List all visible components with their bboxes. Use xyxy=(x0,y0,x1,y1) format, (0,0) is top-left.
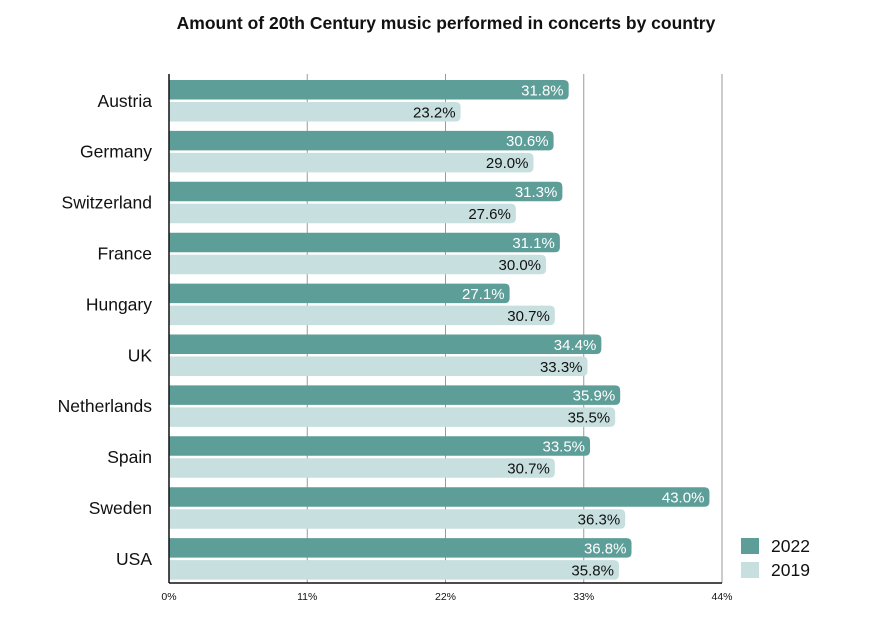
category-label: Switzerland xyxy=(62,193,152,213)
data-label: 27.1% xyxy=(462,286,505,303)
data-label: 27.6% xyxy=(468,206,511,223)
category-label: Austria xyxy=(98,91,153,111)
data-label: 36.3% xyxy=(578,511,621,528)
data-label: 30.6% xyxy=(506,133,549,150)
data-label: 30.7% xyxy=(507,308,550,325)
bar-2022 xyxy=(169,334,602,354)
x-tick-label: 33% xyxy=(573,591,594,603)
legend-swatch-2022 xyxy=(741,538,759,554)
bars: 31.8% 23.2% 30.6% 29.0% 31.3%27.6%31.1% 30.0%… xyxy=(169,80,710,580)
bar-2019 xyxy=(169,152,534,173)
bar-2019 xyxy=(169,102,461,122)
chart-title-text: Amount of 20th Century music performed i… xyxy=(176,13,716,33)
bar-2019 xyxy=(169,509,626,529)
bar-2019 xyxy=(169,254,547,275)
bar-2022 xyxy=(169,130,554,151)
bar-2022 xyxy=(169,80,569,100)
bar-2022 xyxy=(169,232,560,253)
data-label: 30.0% xyxy=(498,257,541,274)
legend-swatch-2019 xyxy=(741,562,759,578)
bar-2022 xyxy=(169,283,510,304)
bar-2019 xyxy=(169,203,516,224)
data-label: 29.0% xyxy=(486,155,529,172)
bar-2019 xyxy=(169,407,616,427)
chart-title: Amount of 20th Century music performed i… xyxy=(0,12,875,35)
data-label: 23.2% xyxy=(413,104,456,121)
category-labels: Austria Germany Switzerland France Hungary UK… xyxy=(58,91,153,569)
category-label: UK xyxy=(128,345,153,365)
bar-2022 xyxy=(169,538,632,558)
data-label: 43.0% xyxy=(662,489,705,506)
data-label: 30.7% xyxy=(507,461,550,478)
data-label: 31.1% xyxy=(512,235,555,252)
category-label: USA xyxy=(116,549,152,569)
category-label: Hungary xyxy=(86,294,152,314)
bar-2022 xyxy=(169,436,591,456)
data-label: 35.9% xyxy=(573,388,616,405)
category-label: Germany xyxy=(80,142,152,162)
x-tick-label: 22% xyxy=(435,591,456,603)
data-label: 35.5% xyxy=(568,410,611,427)
data-label: 33.3% xyxy=(540,359,583,376)
bar-2022 xyxy=(169,487,710,507)
x-tick-labels: 0% 11% 22% 33% 44% xyxy=(161,591,732,603)
bar-2019 xyxy=(169,560,619,580)
x-tick-label: 44% xyxy=(711,591,732,603)
bar-2019 xyxy=(169,305,555,326)
x-tick-label: 0% xyxy=(161,591,176,603)
data-label: 36.8% xyxy=(584,540,627,557)
data-label: 33.5% xyxy=(542,439,585,456)
data-label: 31.8% xyxy=(521,82,564,99)
data-label: 34.4% xyxy=(554,337,597,354)
legend-label: 2019 xyxy=(771,560,810,580)
bar-2019 xyxy=(169,458,555,478)
bar-2019 xyxy=(169,356,588,376)
data-label: 31.3% xyxy=(515,184,558,201)
legend-label: 2022 xyxy=(771,536,810,556)
legend: 2022 2019 xyxy=(741,536,810,580)
bar-2022 xyxy=(169,385,621,405)
category-label: Sweden xyxy=(89,498,152,518)
category-label: France xyxy=(98,243,152,263)
bar-2022 xyxy=(169,181,563,202)
data-label: 35.8% xyxy=(571,562,614,579)
x-tick-label: 11% xyxy=(297,591,317,603)
category-label: Netherlands xyxy=(58,396,153,416)
category-label: Spain xyxy=(107,447,152,467)
